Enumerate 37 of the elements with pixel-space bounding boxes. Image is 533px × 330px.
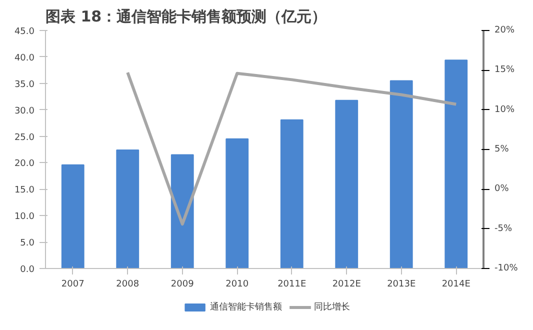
bar: [61, 164, 84, 268]
bar: [444, 60, 468, 268]
y2-tick-label: 20%: [494, 26, 515, 36]
x-tick-label: 2014E: [442, 280, 471, 290]
y2-tick-label: 0%: [494, 184, 510, 194]
x-tick-label: 2009: [170, 280, 194, 290]
bar: [280, 119, 304, 268]
y2-tick-label: -10%: [494, 264, 518, 274]
legend-label: 同比增长: [314, 302, 350, 312]
y-tick-label: 35.0: [14, 80, 35, 90]
bar: [226, 138, 249, 268]
chart-title: 图表 18：通信智能卡销售额预测（亿元）: [46, 8, 327, 26]
line-series: [126, 71, 458, 226]
y-tick-label: 40.0: [14, 53, 35, 64]
y-tick-label: 20.0: [14, 159, 35, 170]
bar: [170, 154, 194, 268]
legend-label: 通信智能卡销售额: [210, 302, 282, 312]
y-tick-label: 30.0: [14, 106, 35, 116]
y-tick-label: 0.0: [20, 265, 35, 275]
x-tick-label: 2011E: [278, 280, 306, 290]
x-tick-label: 2008: [116, 280, 140, 290]
x-tick-label: 2013E: [387, 280, 416, 290]
y-tick-label: 10.0: [14, 212, 35, 222]
y2-tick-label: 10%: [494, 104, 515, 115]
y2-tick-label: 5%: [494, 144, 510, 154]
x-tick-label: 2010: [226, 280, 249, 290]
y-tick-label: 15.0: [14, 186, 35, 196]
bar: [116, 150, 140, 268]
bar: [335, 100, 358, 268]
y-tick-label: 5.0: [20, 238, 35, 249]
x-tick-label: 2007: [61, 280, 84, 290]
y-tick-label: 25.0: [14, 132, 35, 143]
y-tick-label: 45.0: [14, 27, 35, 37]
y2-tick-label: 15%: [494, 65, 515, 76]
x-tick-label: 2012E: [332, 280, 362, 290]
bar: [390, 80, 413, 268]
y2-tick-label: -5%: [494, 224, 512, 234]
